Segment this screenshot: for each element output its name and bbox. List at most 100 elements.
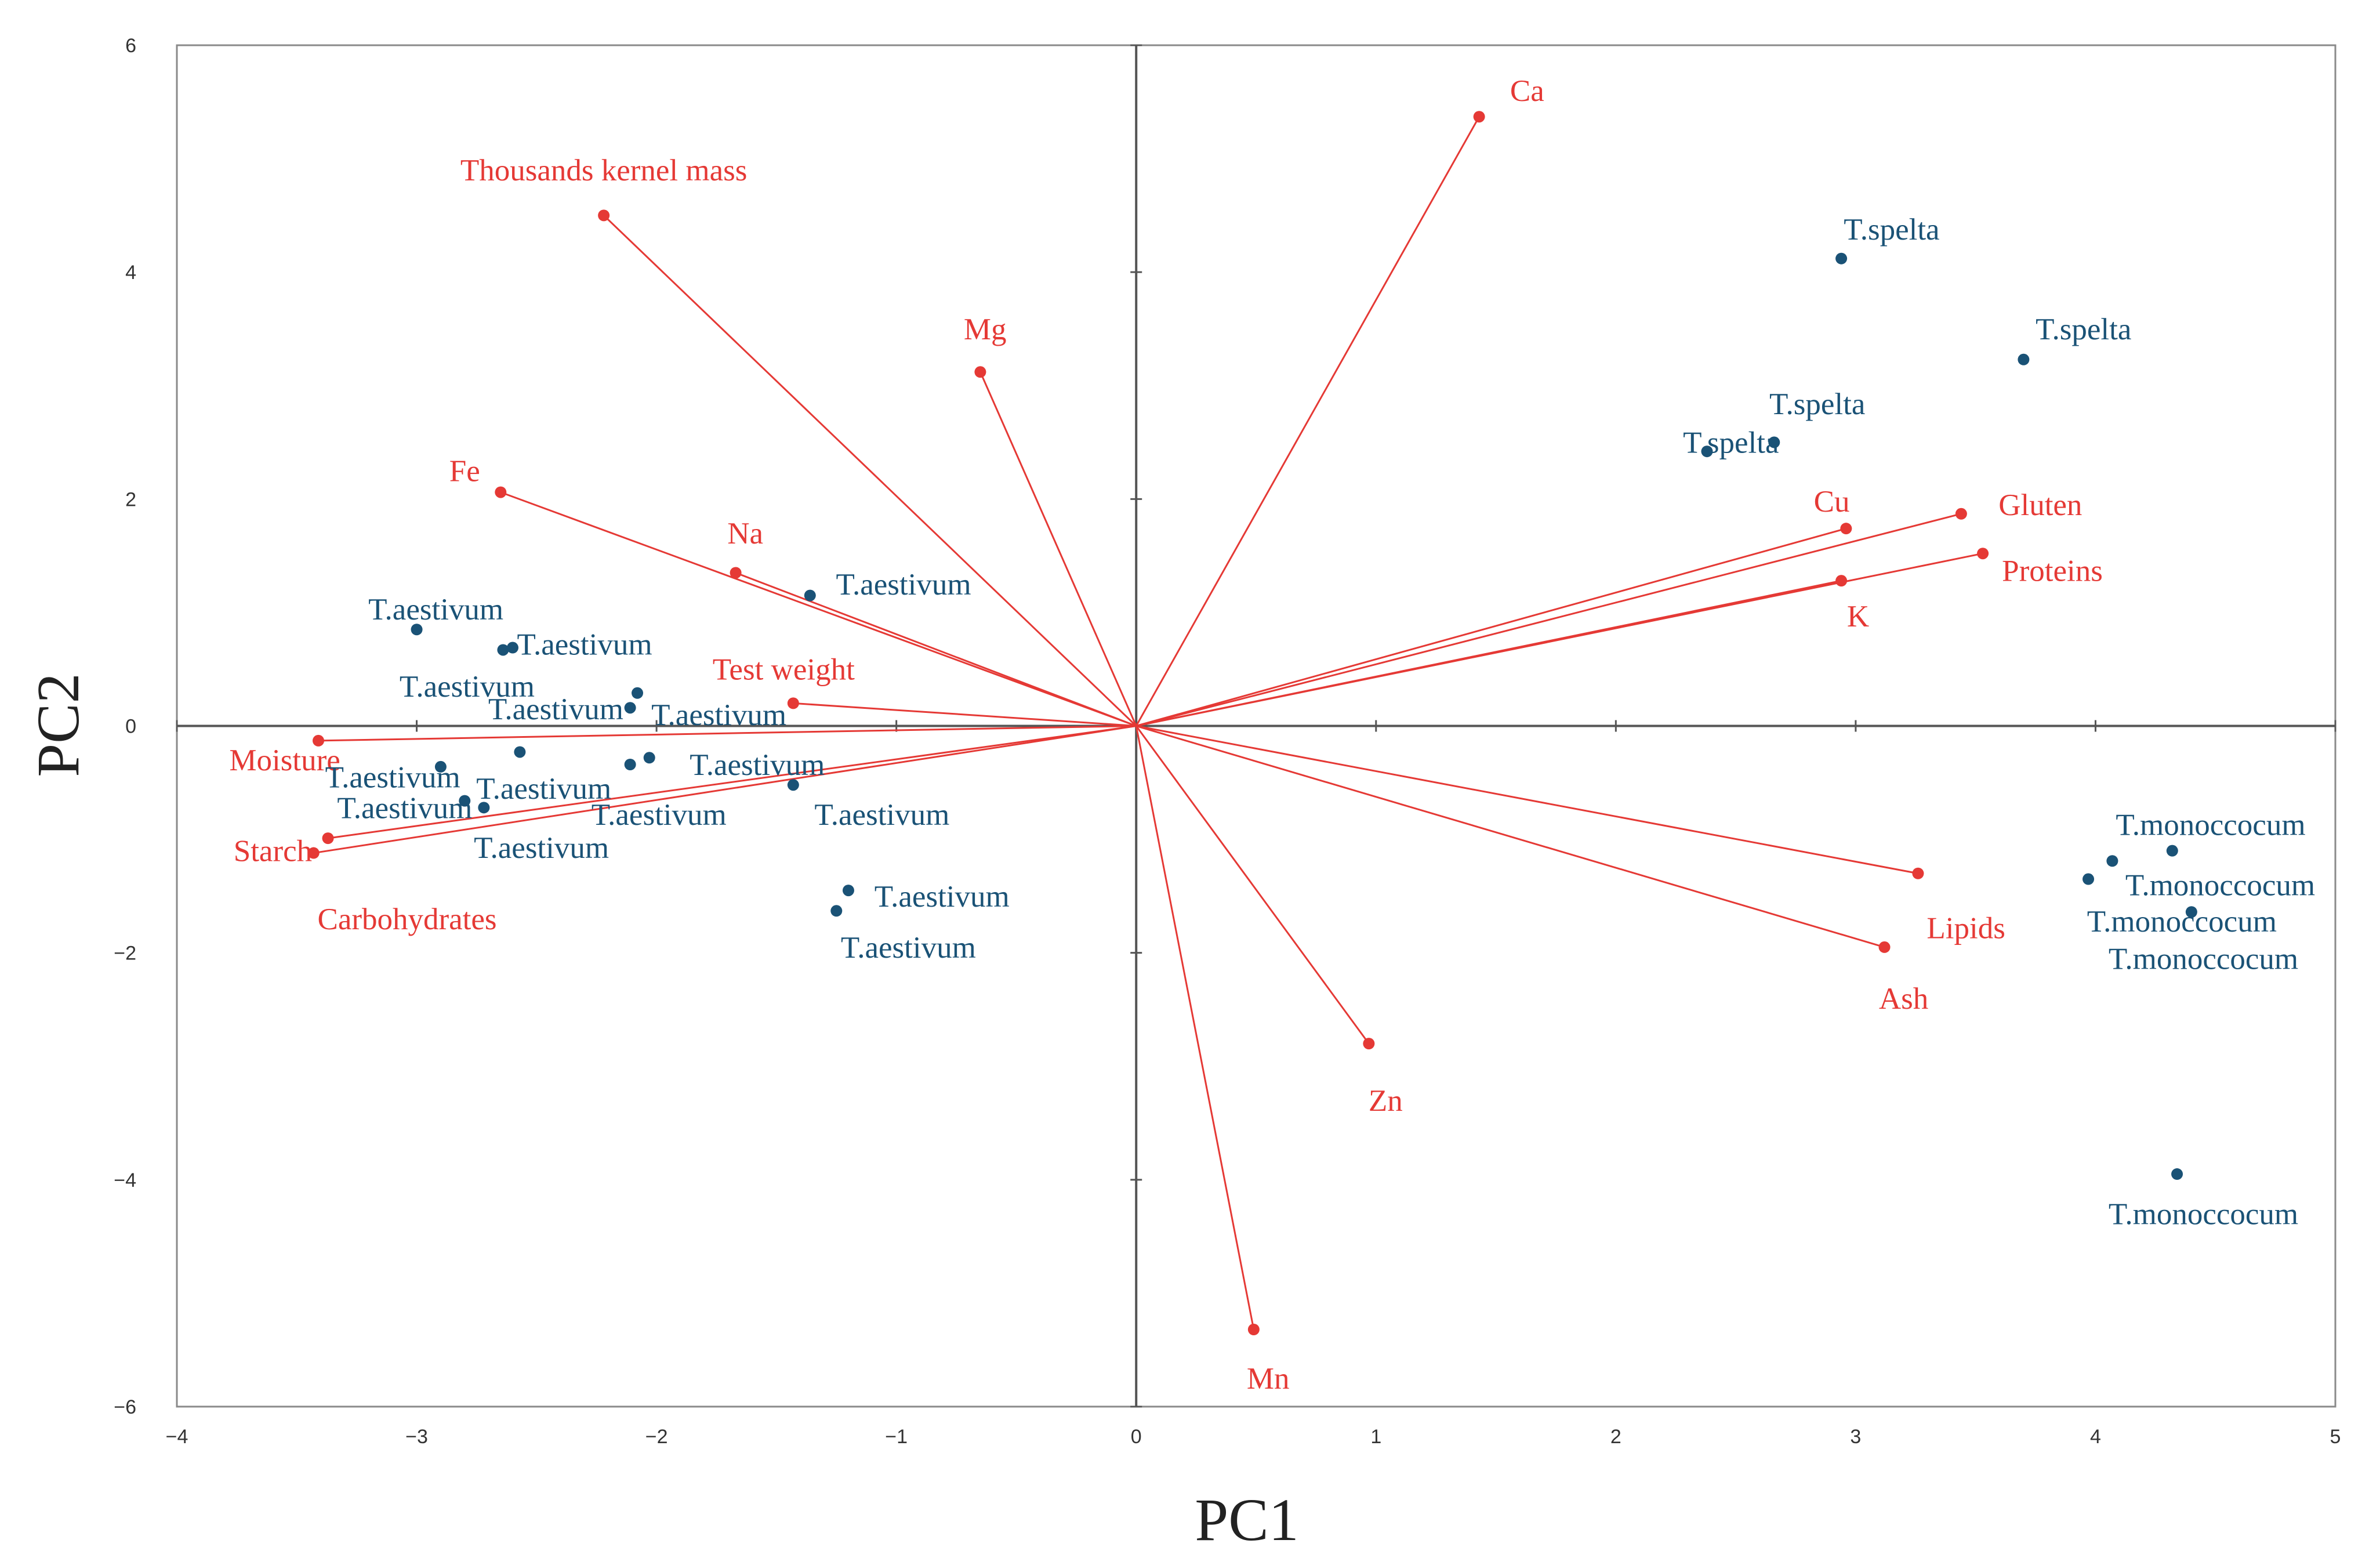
label-t-aestivum: T.aestivum: [875, 880, 1010, 914]
vector-mg: [979, 371, 1137, 727]
variable-vectors: [307, 111, 1989, 1336]
x-axis-title: PC1: [1195, 1487, 1298, 1547]
point-t-aestivum: [830, 905, 843, 917]
y-tick-label: −2: [114, 943, 136, 965]
vector-tip-carbohydrates: [307, 847, 320, 859]
vector-mn: [1135, 726, 1255, 1330]
point-t-monoccocum: [2171, 1168, 2183, 1180]
vector-tip-fe: [495, 486, 507, 498]
label-mg: Mg: [964, 313, 1007, 346]
label-t-aestivum: T.aestivum: [814, 798, 949, 832]
label-t-aestivum: T.aestivum: [368, 593, 503, 626]
vector-tip-na: [730, 567, 742, 579]
vector-tip-ca: [1473, 111, 1485, 123]
label-test-weight: Test weight: [713, 653, 855, 687]
point-t-aestivum: [478, 802, 490, 814]
point-t-aestivum: [643, 752, 655, 764]
point-t-spelta: [1768, 436, 1780, 448]
vector-tip-moisture: [312, 734, 324, 747]
label-t-aestivum: T.aestivum: [400, 670, 535, 704]
label-cu: Cu: [1814, 485, 1850, 519]
vector-gluten: [1135, 513, 1962, 727]
label-starch: Starch: [234, 835, 312, 868]
point-labels: Ca Thousands kernel mass Mg Fe Na Test weight…: [229, 74, 2315, 1396]
label-t-aestivum: T.aestivum: [517, 628, 652, 662]
vector-tip-proteins: [1977, 548, 1989, 560]
vector-na: [735, 572, 1137, 727]
label-t-aestivum: T.aestivum: [841, 931, 976, 965]
point-t-monoccocum: [2082, 873, 2095, 885]
point-t-aestivum: [434, 760, 447, 773]
vector-tip-mg: [974, 366, 986, 378]
label-t-aestivum: T.aestivum: [325, 761, 460, 795]
y-tick-label: 6: [125, 35, 136, 57]
x-tick-label: 2: [1610, 1426, 1621, 1448]
label-t-aestivum: T.aestivum: [474, 831, 609, 865]
x-tick-label: 5: [2330, 1426, 2341, 1448]
label-mn: Mn: [1247, 1362, 1290, 1396]
vector-tip-starch: [322, 832, 334, 845]
vector-cu: [1135, 527, 1846, 727]
x-tick-label: 4: [2090, 1426, 2101, 1448]
point-t-monoccocum: [2106, 855, 2118, 867]
label-t-spelta: T.spelta: [1769, 387, 1865, 421]
vector-tip-test-weight: [787, 697, 799, 709]
vector-tip-gluten: [1955, 508, 1967, 520]
point-t-aestivum: [842, 885, 854, 897]
vector-fe: [500, 491, 1137, 727]
label-na: Na: [727, 517, 763, 550]
label-t-monoccocum: T.monoccocum: [2109, 1198, 2298, 1231]
vector-tip-cu: [1840, 523, 1852, 535]
label-t-aestivum: T.aestivum: [690, 748, 825, 782]
label-t-aestivum: T.aestivum: [836, 568, 971, 602]
point-t-aestivum: [459, 795, 471, 807]
x-tick-label: 3: [1850, 1426, 1861, 1448]
label-t-monoccocum: T.monoccocum: [2116, 809, 2305, 842]
x-tick-label: −4: [166, 1426, 188, 1448]
point-t-aestivum: [411, 624, 423, 636]
label-fe: Fe: [449, 454, 480, 488]
label-ca: Ca: [1510, 74, 1544, 108]
vector-tip-lipids: [1912, 867, 1924, 879]
label-t-aestivum: T.aestivum: [488, 693, 623, 726]
label-gluten: Gluten: [1998, 488, 2082, 522]
label-t-monoccocum: T.monoccocum: [2109, 942, 2298, 976]
label-thousands-kernel-mass: Thousands kernel mass: [460, 154, 748, 187]
y-tick-label: −4: [114, 1169, 136, 1191]
y-tick-label: −6: [114, 1396, 136, 1418]
label-ash: Ash: [1879, 982, 1928, 1016]
y-tick-label: 0: [125, 716, 136, 738]
label-lipids: Lipids: [1927, 912, 2005, 945]
point-t-aestivum: [514, 746, 526, 758]
x-tick-label: −1: [885, 1426, 908, 1448]
label-zn: Zn: [1369, 1084, 1403, 1118]
point-t-aestivum: [497, 644, 509, 656]
vector-moisture: [318, 725, 1137, 742]
point-t-spelta: [1701, 445, 1713, 458]
point-t-aestivum: [632, 687, 644, 699]
x-tick-label: −2: [645, 1426, 668, 1448]
vector-ca: [1135, 116, 1480, 727]
vector-tip-mn: [1247, 1324, 1260, 1336]
vector-tip-thousands-kernel-mass: [598, 209, 610, 222]
y-axis-title: PC2: [25, 673, 92, 777]
vector-k: [1135, 579, 1842, 727]
vector-ash: [1135, 725, 1885, 948]
point-t-spelta: [2018, 353, 2030, 365]
label-t-aestivum: T.aestivum: [337, 791, 472, 825]
point-t-monoccocum: [2185, 906, 2197, 918]
point-t-spelta: [1835, 252, 1848, 265]
point-t-aestivum: [624, 702, 636, 714]
point-t-aestivum: [787, 779, 799, 791]
label-t-spelta: T.spelta: [1683, 426, 1779, 460]
vector-starch: [328, 725, 1137, 839]
label-carbohydrates: Carbohydrates: [317, 903, 496, 936]
axis-ticks: −4 −3 −2 −1 0 1 2 3 4 5 6 4 2 0 −2 −4 −6: [114, 35, 2341, 1448]
label-t-spelta: T.spelta: [1844, 213, 1939, 247]
point-t-aestivum: [506, 642, 518, 654]
label-k: K: [1847, 600, 1869, 633]
vector-tip-zn: [1363, 1038, 1375, 1050]
vector-lipids: [1135, 725, 1918, 875]
label-t-aestivum: T.aestivum: [592, 798, 727, 832]
